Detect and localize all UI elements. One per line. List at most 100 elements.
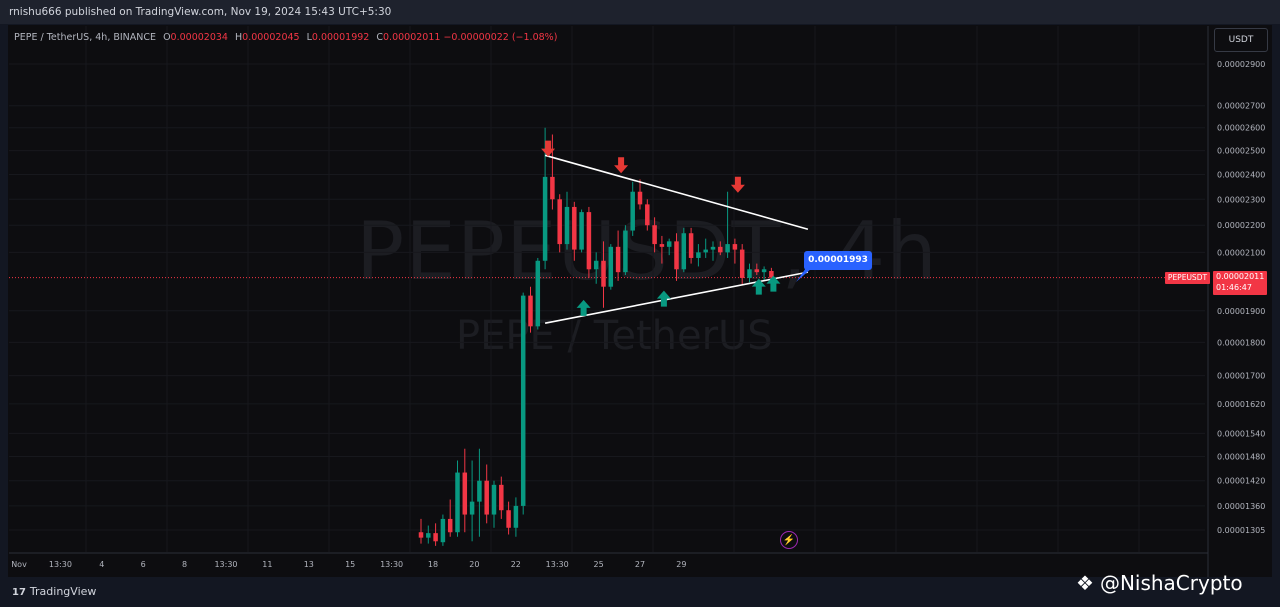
annotation-pointer: [796, 268, 812, 282]
legend-o-label: O: [163, 32, 171, 43]
price-axis-tick-label: 0.00001420: [1217, 477, 1265, 486]
lightning-icon[interactable]: ⚡: [780, 531, 798, 549]
candle-body: [426, 533, 431, 538]
price-axis-tick-label: 0.00002900: [1217, 60, 1265, 69]
last-price-value: 0.00002011: [1216, 272, 1265, 281]
candle-body: [462, 472, 468, 515]
time-axis-tick-label: 15: [345, 560, 355, 569]
candle-body: [645, 204, 650, 226]
legend-high: 0.00002045: [242, 32, 300, 43]
candle-body: [747, 269, 752, 278]
time-axis-tick-label: 6: [141, 560, 146, 569]
candle-body: [761, 269, 767, 273]
time-axis-tick-label: 13:30: [214, 560, 237, 569]
candle-body: [674, 241, 679, 270]
candle-body: [732, 244, 738, 250]
time-axis-tick-label: Nov: [11, 560, 27, 569]
candle-body: [447, 518, 453, 533]
candle-body: [433, 533, 438, 542]
price-axis-tick-label: 0.00002500: [1217, 147, 1265, 156]
legend-change: −0.00000022 (−1.08%): [443, 32, 558, 43]
down-arrow-marker: [541, 140, 556, 157]
price-axis-tick-label: 0.00002200: [1217, 221, 1265, 230]
candle-body: [739, 249, 745, 278]
price-axis-tick-label: 0.00001700: [1217, 372, 1265, 381]
annotation-price-label: 0.00001993: [804, 251, 872, 270]
time-axis-tick-label: 13: [304, 560, 314, 569]
candle-body: [754, 269, 760, 273]
time-axis-tick-label: 11: [262, 560, 272, 569]
price-axis-tick-label: 0.00002400: [1217, 170, 1265, 179]
legend-low: 0.00001992: [311, 32, 370, 43]
price-axis-tick-label: 0.00001540: [1217, 429, 1265, 438]
candle-body: [637, 191, 643, 205]
legend-c-label: C: [376, 32, 383, 43]
price-axis-tick-label: 0.00002300: [1217, 195, 1265, 204]
candle-body: [725, 244, 730, 253]
candle-body: [477, 480, 482, 502]
time-axis-tick-label: 13:30: [49, 560, 72, 569]
candle-body: [688, 233, 694, 258]
time-axis-tick-label: 20: [469, 560, 479, 569]
candle-body: [586, 212, 592, 270]
diamond-logo-icon: ❖: [1076, 571, 1094, 595]
legend-symbol: PEPE / TetherUS, 4h, BINANCE: [14, 32, 157, 43]
candle-body: [535, 260, 541, 327]
candle-body: [491, 484, 497, 515]
up-arrow-marker: [656, 290, 671, 307]
candle-body: [615, 246, 621, 273]
candle-body: [710, 246, 716, 250]
legend-close: 0.00002011: [383, 32, 441, 43]
tv-logo-icon: 17: [12, 587, 26, 598]
candle-body: [418, 532, 424, 538]
time-axis-tick-label: 27: [635, 560, 645, 569]
candle-body: [652, 225, 657, 245]
up-arrow-marker: [751, 278, 766, 295]
candle-body: [520, 295, 526, 506]
watermark-name: PEPE / TetherUS: [456, 313, 773, 359]
price-axis-tick-label: 0.00002700: [1217, 102, 1265, 111]
candle-body: [696, 252, 701, 258]
time-axis-tick-label: 25: [594, 560, 604, 569]
currency-button[interactable]: USDT: [1214, 28, 1268, 52]
candle-body: [769, 271, 774, 278]
candle-body: [484, 480, 489, 515]
author-handle: ❖ @NishaCrypto: [1076, 571, 1243, 595]
candle-body: [630, 191, 635, 231]
chart-panel[interactable]: [8, 25, 1272, 577]
last-price-tag: 0.00002011 01:46:47: [1213, 271, 1267, 295]
candle-body: [550, 176, 555, 200]
bar-countdown: 01:46:47: [1216, 283, 1252, 292]
price-axis-tick-label: 0.00001480: [1217, 453, 1265, 462]
publish-header: rnishu666 published on TradingView.com, …: [0, 0, 1280, 24]
candle-body: [623, 230, 628, 273]
published-text: rnishu666 published on TradingView.com, …: [9, 6, 392, 18]
candle-body: [681, 233, 687, 270]
candle-body: [455, 472, 460, 533]
candle-body: [593, 260, 599, 270]
time-axis-tick-label: 18: [428, 560, 438, 569]
price-axis-tick-label: 0.00001620: [1217, 400, 1265, 409]
candle-body: [513, 505, 519, 528]
time-axis-tick-label: 13:30: [546, 560, 569, 569]
price-axis-tick-label: 0.00001305: [1217, 526, 1265, 535]
price-axis-tick-label: 0.00002100: [1217, 248, 1265, 257]
tradingview-logo: 17 TradingView: [12, 585, 97, 598]
candle-body: [718, 246, 723, 253]
down-arrow-marker: [614, 157, 629, 174]
candle-body: [703, 249, 708, 253]
candle-body: [608, 246, 614, 287]
legend-h-label: H: [235, 32, 243, 43]
price-axis-tick-label: 0.00002600: [1217, 124, 1265, 133]
up-arrow-marker: [766, 275, 781, 292]
candle-body: [440, 518, 446, 543]
candle-body: [528, 295, 533, 327]
candle-body: [666, 241, 672, 247]
candle-body: [579, 212, 584, 250]
candle-body: [572, 206, 577, 250]
footer-bar: [0, 577, 1280, 607]
price-axis-tick-label: 0.00001360: [1217, 502, 1265, 511]
ohlc-legend: PEPE / TetherUS, 4h, BINANCE O0.00002034…: [14, 32, 557, 43]
time-axis-tick-label: 8: [182, 560, 187, 569]
